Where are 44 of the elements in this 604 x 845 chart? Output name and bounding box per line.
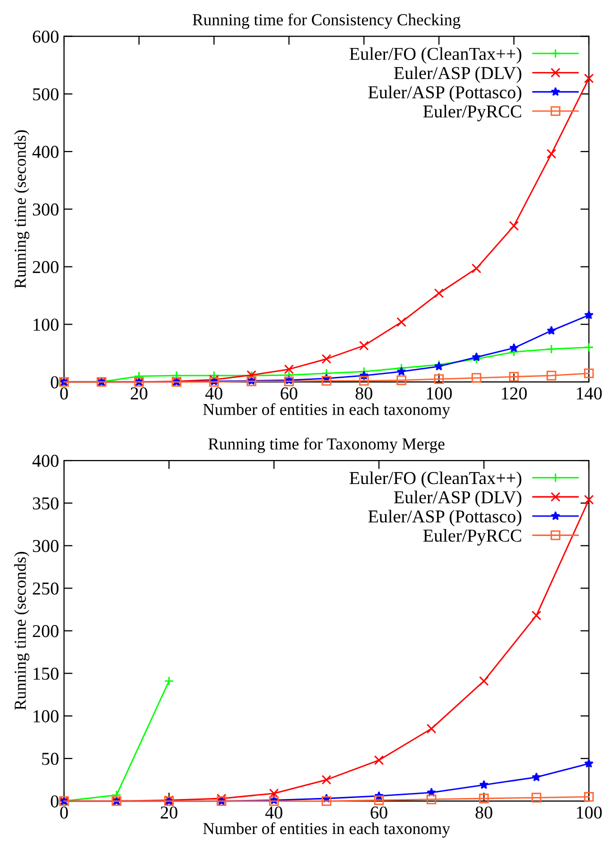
- x-tick-label: 20: [130, 387, 148, 400]
- x-axis-title: Number of entities in each taxonomy: [203, 403, 450, 419]
- x-tick-label: 0: [60, 806, 68, 819]
- y-tick-label: 100: [34, 318, 58, 331]
- x-tick-label: 100: [576, 806, 602, 819]
- chart-title: Running time for Taxonomy Merge: [208, 438, 444, 454]
- x-tick-label: 80: [356, 387, 372, 400]
- y-tick-label: 400: [32, 454, 58, 467]
- x-tick-label: 20: [160, 806, 178, 819]
- y-axis-title: Running time (seconds): [14, 552, 30, 710]
- y-tick-label: 500: [33, 88, 58, 100]
- x-tick-label: 80: [476, 806, 492, 819]
- y-tick-label: 0: [50, 795, 58, 808]
- y-tick-label: 250: [32, 582, 58, 595]
- x-tick-label: 100: [426, 387, 452, 400]
- x-tick-label: 0: [60, 387, 68, 400]
- x-tick-label: 140: [576, 387, 602, 400]
- x-tick-label: 60: [280, 387, 298, 400]
- x-tick-label: 40: [265, 806, 282, 819]
- y-tick-label: 350: [32, 497, 58, 510]
- legend-label: Euler/ASP (Pottasco): [368, 86, 522, 102]
- legend-label: Euler/ASP (DLV): [394, 490, 522, 508]
- legend-label: Euler/ASP (DLV): [394, 66, 522, 83]
- y-tick-label: 200: [32, 625, 58, 638]
- legend-label: Euler/PyRCC: [423, 104, 522, 122]
- y-tick-label: 200: [32, 260, 58, 274]
- legend-label: Euler/FO (CleanTax++): [350, 471, 522, 488]
- legend-label: Euler/PyRCC: [423, 529, 522, 546]
- x-tick-label: 120: [502, 387, 527, 400]
- y-tick-label: 150: [34, 668, 58, 680]
- x-axis-title: Number of entities in each taxonomy: [203, 822, 450, 838]
- chart-title: Running time for Consistency Checking: [192, 13, 460, 29]
- y-tick-label: 600: [32, 30, 58, 43]
- x-tick-label: 60: [370, 806, 388, 819]
- y-tick-label: 300: [32, 203, 58, 216]
- x-tick-label: 40: [205, 387, 222, 400]
- y-tick-label: 300: [32, 540, 58, 552]
- y-tick-label: 100: [34, 710, 58, 722]
- y-tick-label: 50: [42, 752, 58, 765]
- legend-label: Euler/FO (CleanTax++): [350, 47, 522, 64]
- legend-label: Euler/ASP (Pottasco): [368, 510, 522, 526]
- y-axis-title: Running time (seconds): [14, 130, 30, 288]
- y-tick-label: 400: [32, 146, 58, 158]
- y-tick-label: 0: [50, 376, 58, 388]
